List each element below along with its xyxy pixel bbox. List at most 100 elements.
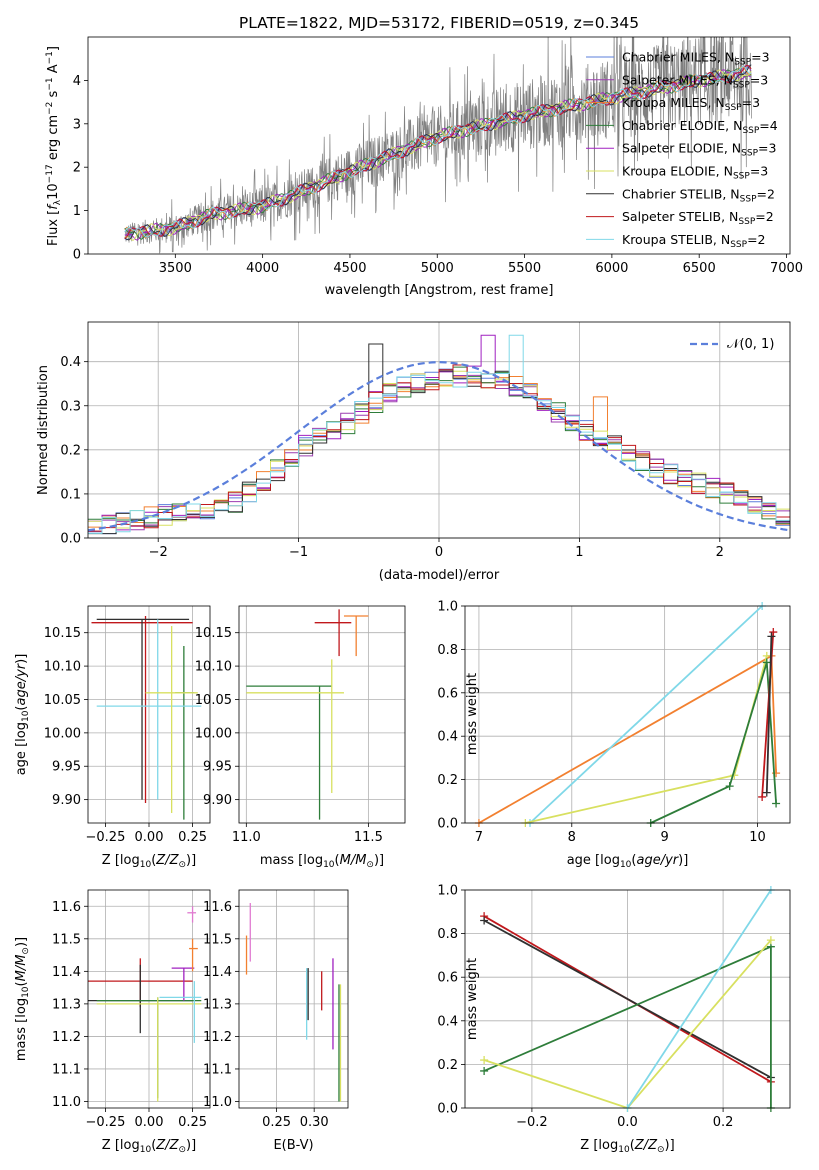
y-tick-label: 11.0 xyxy=(203,1095,232,1110)
x-tick-label: 4500 xyxy=(333,261,366,276)
legend-entry-7: Salpeter STELIB, NSSP=2 xyxy=(622,209,774,227)
x-axis-label-5-part-0: Z [ xyxy=(102,1138,120,1153)
x-tick-label: 6500 xyxy=(683,261,716,276)
y-tick-label: 10.05 xyxy=(44,693,81,708)
legend-sub: SSP xyxy=(742,126,759,136)
x-axis-label-5-part-4: Z/Z xyxy=(155,1138,179,1153)
y-axis-label-part-3: 10 xyxy=(46,183,61,200)
axes-frame-3 xyxy=(238,605,406,824)
model-line-5 xyxy=(124,69,752,241)
y-tick-label: 0.3 xyxy=(60,399,81,414)
y-tick-label: 0.0 xyxy=(60,532,81,547)
legend-suffix: =2 xyxy=(747,232,765,247)
legend-suffix: =3 xyxy=(750,72,768,87)
y-tick-label: 1 xyxy=(73,204,81,219)
x-axis-label-2-part-4: Z/Z xyxy=(155,853,179,868)
histogram-step-7 xyxy=(88,364,790,532)
point-marker-4-3-2 xyxy=(762,658,771,667)
legend-entry-5: Kroupa ELODIE, NSSP=3 xyxy=(622,164,768,182)
y-tick-label: 9.90 xyxy=(52,793,81,808)
y-axis-label-part-9: A xyxy=(46,64,61,77)
axes-frame-6 xyxy=(238,889,349,1109)
x-axis-label: E(B-V) xyxy=(273,1138,313,1153)
y-tick-label: 11.6 xyxy=(52,900,81,915)
y-axis-label-2-part-5: )] xyxy=(14,654,29,664)
y-tick-label: 0.2 xyxy=(437,773,458,788)
y-axis-label-2-part-1: log xyxy=(14,722,29,742)
weight-line-4-2 xyxy=(525,655,768,824)
y-tick-label: 1.0 xyxy=(437,600,458,615)
legend-suffix: =3 xyxy=(758,141,776,156)
x-axis-label-7-part-5: ⊙ xyxy=(657,1145,665,1155)
y-axis-label-5-part-3: ( xyxy=(14,981,29,986)
y-tick-label: 3 xyxy=(73,117,81,132)
x-tick-label: 0.25 xyxy=(178,1115,207,1130)
x-tick-label: −0.25 xyxy=(86,1115,126,1130)
y-tick-label: 9.95 xyxy=(52,760,81,775)
weight-line-4-0 xyxy=(478,654,777,824)
y-tick-label: 0.0 xyxy=(437,1102,458,1117)
x-tick-label: 2 xyxy=(716,545,724,560)
y-tick-label: 11.5 xyxy=(203,932,232,947)
y-tick-label: 11.0 xyxy=(52,1095,81,1110)
y-tick-label: 11.4 xyxy=(203,965,232,980)
point-marker-7-3-2 xyxy=(766,936,775,945)
legend-label: Salpeter ELODIE, N xyxy=(622,141,741,156)
legend-sub: SSP xyxy=(738,217,755,227)
y-tick-label: 1.0 xyxy=(437,884,458,899)
y-axis-label-part-4: −17 xyxy=(45,164,55,183)
x-tick-label: 0.00 xyxy=(135,830,164,845)
y-tick-label: 10.10 xyxy=(44,660,81,675)
weight-line-4-5 xyxy=(765,636,773,793)
legend-sub: SSP xyxy=(733,80,750,90)
y-tick-label: 10.00 xyxy=(195,726,232,741)
y-axis-label-5-part-2: 10 xyxy=(21,986,31,998)
x-tick-label: 3500 xyxy=(159,261,192,276)
y-tick-label: 11.1 xyxy=(203,1062,232,1077)
legend-suffix: =2 xyxy=(755,209,773,224)
axes-frame-4 xyxy=(464,605,791,824)
legend-suffix: =2 xyxy=(757,186,775,201)
y-tick-label: 0.6 xyxy=(437,971,458,986)
y-tick-label: 0.0 xyxy=(437,817,458,832)
legend-entry-4: Salpeter ELODIE, NSSP=3 xyxy=(622,141,776,159)
x-axis-label-7-part-4: Z/Z xyxy=(634,1138,658,1153)
x-tick-label: 1 xyxy=(575,545,583,560)
axes-frame-2 xyxy=(87,605,211,824)
y-tick-label: 0.4 xyxy=(60,355,81,370)
x-axis-label-7-part-2: 10 xyxy=(618,1145,630,1155)
x-tick-label: 0.0 xyxy=(617,1115,638,1130)
x-tick-label: 0.30 xyxy=(300,1115,329,1130)
y-tick-label: 0.2 xyxy=(437,1058,458,1073)
point-marker-4-4-0 xyxy=(758,792,767,801)
y-axis-label-2-part-4: age/yr xyxy=(14,662,29,705)
y-tick-label: 4 xyxy=(73,74,81,89)
x-axis-label-2-part-0: Z [ xyxy=(102,853,120,868)
x-axis-label: (data-model)/error xyxy=(379,568,500,583)
x-axis-label-4-part-3: ( xyxy=(631,853,636,868)
x-axis-label-2-part-1: log xyxy=(120,853,140,868)
point-marker-7-3-0 xyxy=(480,1056,489,1065)
point-marker-4-5-1 xyxy=(767,632,776,641)
y-axis-label-part-7: s xyxy=(46,90,61,101)
y-tick-label: 11.2 xyxy=(52,1030,81,1045)
legend-label: Kroupa MILES, N xyxy=(622,95,725,110)
x-tick-label: 7 xyxy=(475,830,483,845)
normal-curve xyxy=(87,360,791,532)
y-tick-label: 10.15 xyxy=(195,626,232,641)
legend-label: Kroupa STELIB, N xyxy=(622,232,730,247)
histogram-step-8 xyxy=(88,334,790,534)
legend-suffix: =3 xyxy=(742,95,760,110)
legend-suffix: =4 xyxy=(759,118,777,133)
y-axis-label-5-part-4: M/M xyxy=(14,955,29,982)
y-tick-label: 2 xyxy=(73,161,81,176)
x-axis-label-2-part-6: )] xyxy=(186,853,196,868)
point-marker-7-1-0 xyxy=(480,916,489,925)
legend-entry-1: Salpeter MILES, NSSP=3 xyxy=(622,72,768,90)
y-tick-label: 11.6 xyxy=(203,900,232,915)
axes-frame-1 xyxy=(87,321,791,539)
x-tick-label: 0.25 xyxy=(178,830,207,845)
y-tick-label: 10.05 xyxy=(195,693,232,708)
legend-sub: SSP xyxy=(733,172,750,182)
